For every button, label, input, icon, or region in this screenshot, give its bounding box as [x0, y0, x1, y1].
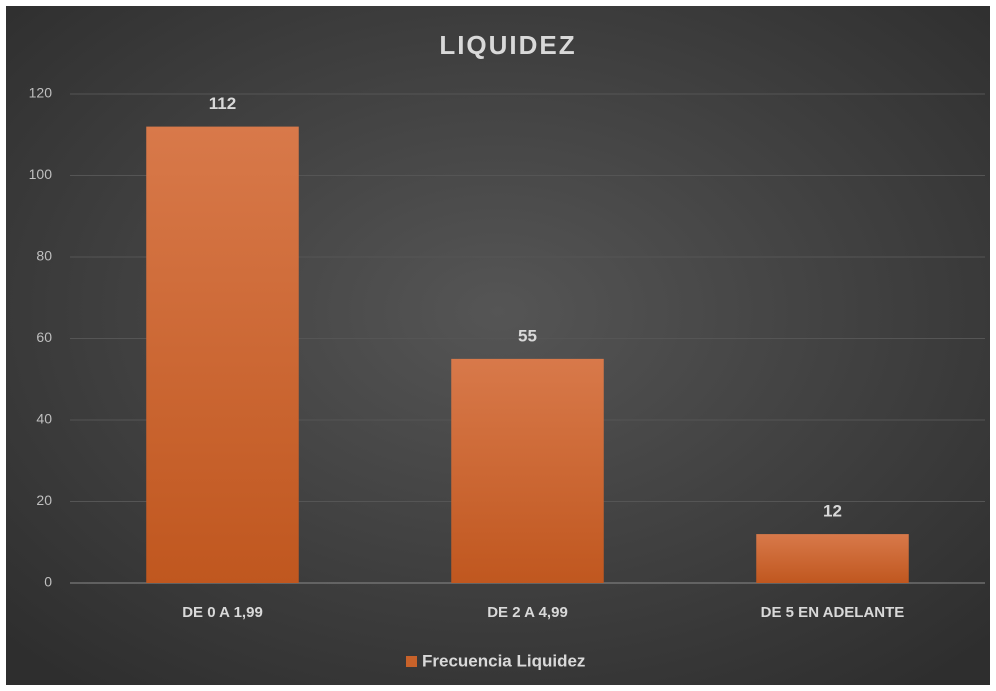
data-label: 112	[209, 94, 236, 113]
legend-label: Frecuencia Liquidez	[422, 651, 585, 670]
data-label: 55	[518, 326, 537, 345]
y-tick-label: 20	[36, 492, 52, 508]
y-tick-label: 60	[36, 329, 52, 345]
y-tick-label: 0	[44, 574, 52, 590]
bar	[146, 126, 299, 583]
y-tick-label: 120	[29, 85, 53, 101]
x-tick-label: DE 0 A 1,99	[182, 604, 263, 621]
bar	[756, 534, 909, 583]
legend-swatch	[406, 656, 417, 667]
y-tick-label: 80	[36, 248, 52, 264]
y-tick-label: 100	[29, 166, 53, 182]
chart-title: LIQUIDEZ	[439, 30, 576, 60]
y-tick-label: 40	[36, 411, 52, 427]
data-label: 12	[823, 502, 842, 521]
bar	[451, 358, 604, 583]
x-tick-label: DE 2 A 4,99	[487, 604, 568, 621]
x-tick-label: DE 5 EN ADELANTE	[761, 604, 905, 621]
